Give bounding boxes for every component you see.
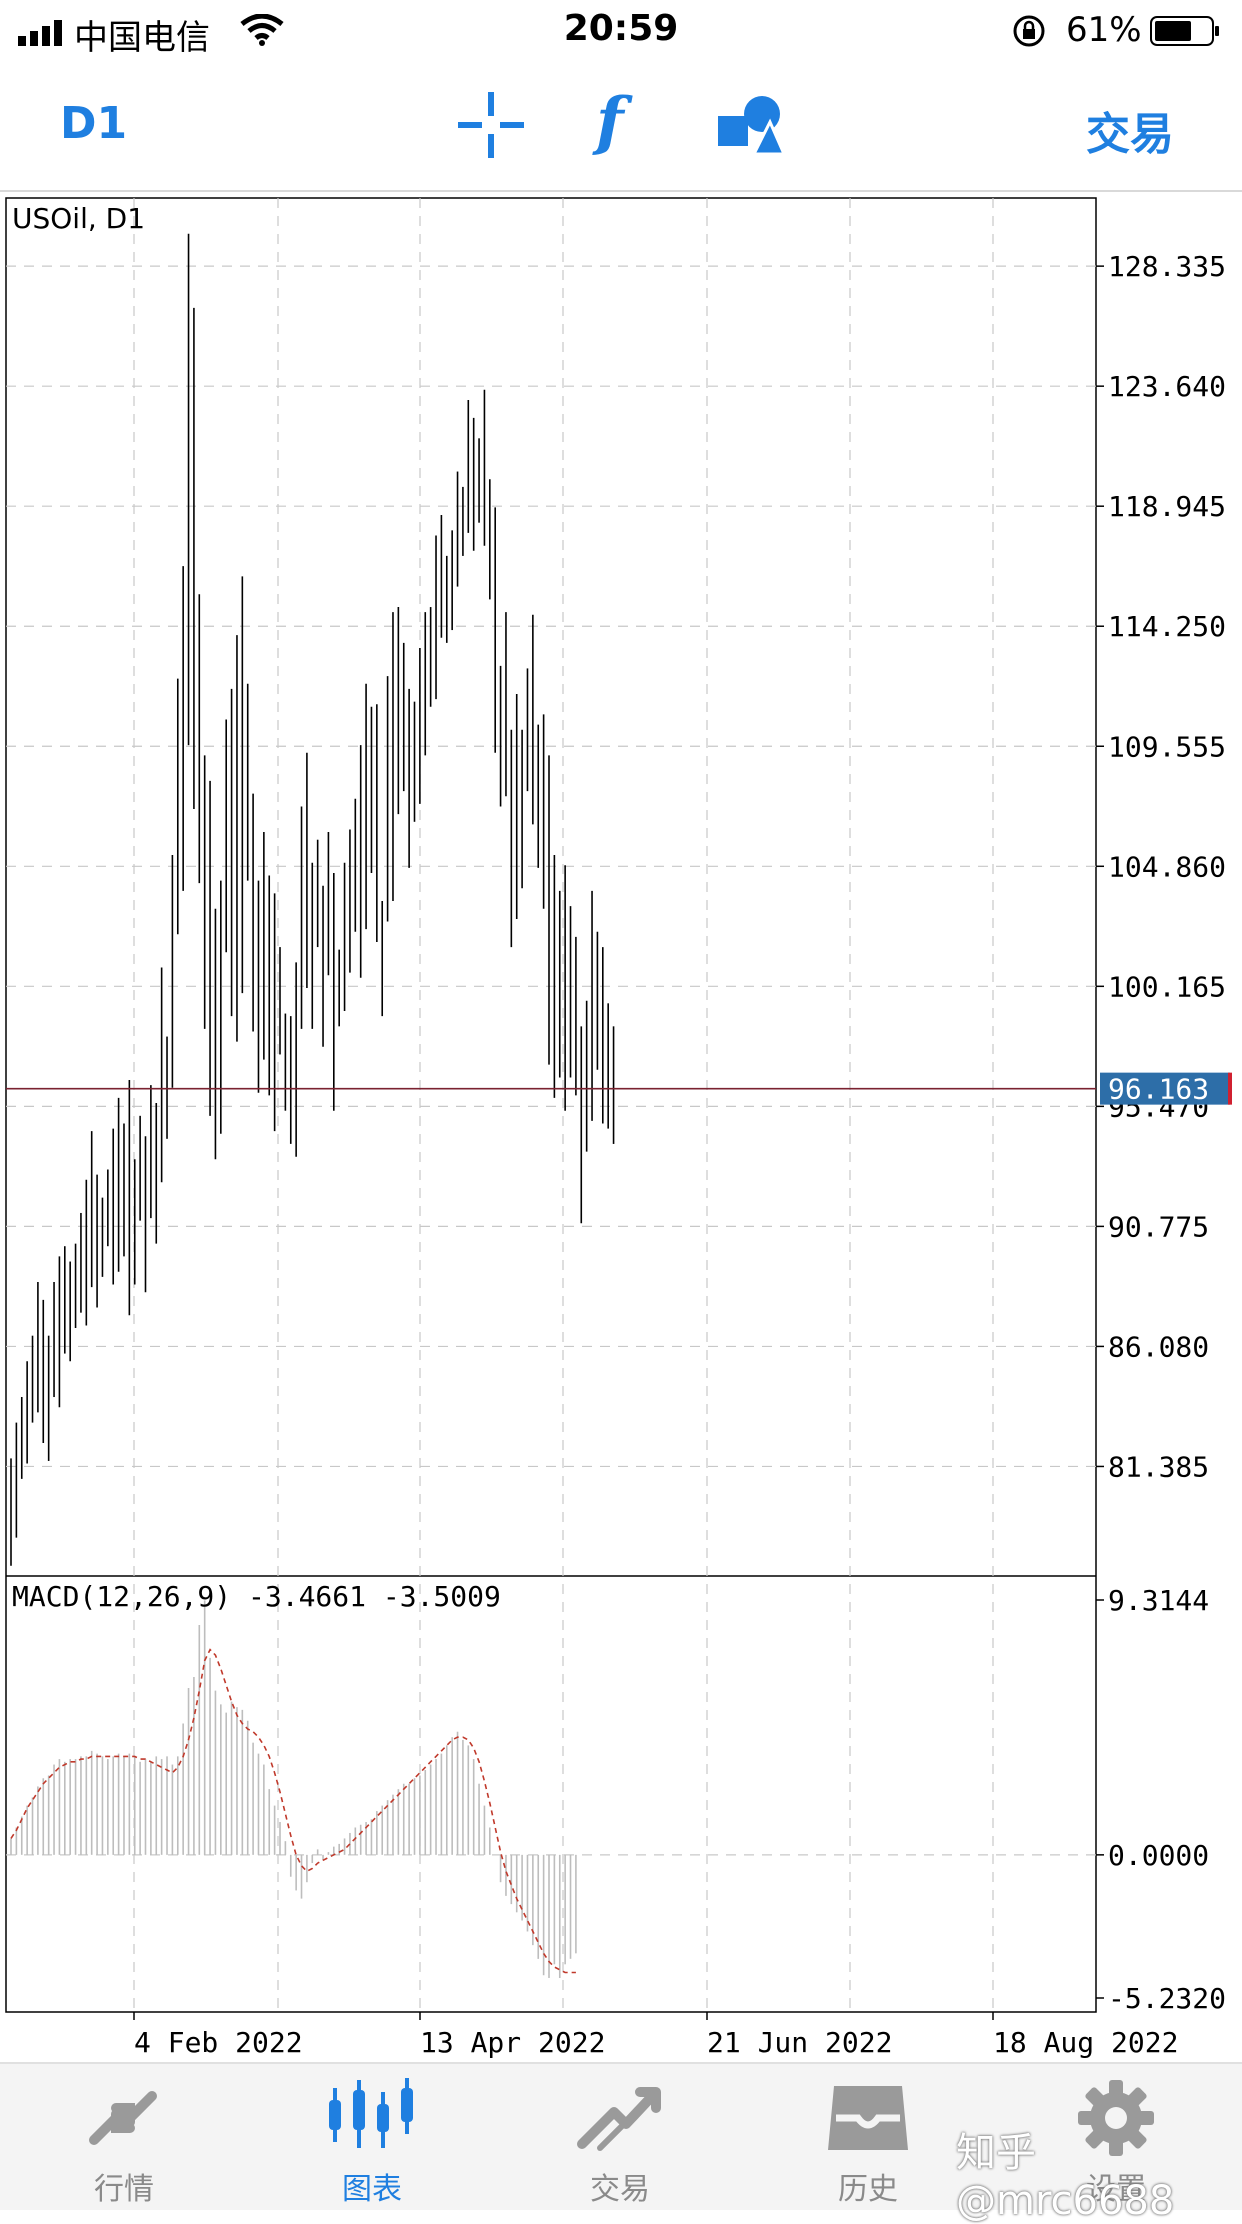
price-axis-label: 128.335 <box>1108 250 1226 283</box>
tab-label: 行情 <box>94 2172 154 2207</box>
price-axis-label: 90.775 <box>1108 1210 1209 1243</box>
price-chart[interactable]: 128.335 123.640 118.945 114.250 109.555 104.8… <box>0 196 1242 2066</box>
chart-toolbar: D1 f 交易 <box>0 64 1242 192</box>
status-time: 20:59 <box>563 8 679 49</box>
price-axis-label: 100.165 <box>1108 970 1226 1003</box>
quotes-icon <box>89 2091 157 2145</box>
chart-frame <box>5 197 1097 2013</box>
date-axis-label: 13 Apr 2022 <box>420 2026 605 2059</box>
tab-label: 设置 <box>1086 2172 1146 2207</box>
wifi-icon <box>240 14 284 46</box>
price-axis-label: 118.945 <box>1108 490 1226 523</box>
function-icon[interactable]: f <box>596 84 624 159</box>
timeframe-button[interactable]: D1 <box>60 98 128 149</box>
price-axis-label: 81.385 <box>1108 1450 1209 1483</box>
tab-trade[interactable]: 交易 <box>496 2064 744 2210</box>
date-axis-label: 4 Feb 2022 <box>134 2026 303 2059</box>
tab-label: 图表 <box>342 2172 402 2207</box>
current-price-tag-marker <box>1228 1072 1232 1105</box>
settings-icon <box>1078 2080 1154 2156</box>
price-axis-label: 109.555 <box>1108 730 1226 763</box>
trade-button[interactable]: 交易 <box>1086 109 1174 160</box>
tab-settings[interactable]: 设置 <box>992 2064 1240 2210</box>
chart-icon <box>329 2078 413 2148</box>
tab-quotes[interactable]: 行情 <box>0 2064 248 2210</box>
date-axis-label: 21 Jun 2022 <box>707 2026 892 2059</box>
tab-chart[interactable]: 图表 <box>248 2064 496 2210</box>
tab-history[interactable]: 历史 <box>744 2064 992 2210</box>
watermark: 知乎 @mrc6688 <box>956 2130 1175 2224</box>
price-axis-label: 86.080 <box>1108 1330 1209 1363</box>
history-icon <box>828 2086 908 2150</box>
current-price-tag <box>1100 1072 1230 1105</box>
price-axis-label: 104.860 <box>1108 850 1226 883</box>
status-bar: 中国电信 20:59 61% <box>0 0 1242 62</box>
carrier-name: 中国电信 <box>74 18 210 58</box>
battery-percent: 61% <box>1066 10 1142 50</box>
price-axis-label: 114.250 <box>1108 610 1226 643</box>
crosshair-icon[interactable] <box>458 92 524 162</box>
macd-signal-line <box>10 1648 576 1974</box>
macd-label: MACD(12,26,9) -3.4661 -3.5009 <box>12 1580 501 1613</box>
current-price-label: 96.163 <box>1108 1073 1209 1106</box>
objects-icon[interactable] <box>718 92 787 162</box>
battery-icon <box>1150 16 1219 46</box>
macd-axis-label: 0.0000 <box>1108 1839 1209 1872</box>
date-axis-label: 18 Aug 2022 <box>993 2026 1178 2059</box>
trade-icon <box>577 2087 661 2151</box>
chart-area[interactable]: 128.335 123.640 118.945 114.250 109.555 104.8… <box>0 196 1242 2066</box>
tab-label: 交易 <box>590 2172 650 2207</box>
tab-bar: 行情 图表 交易 历史 <box>0 2062 1242 2210</box>
tab-label: 历史 <box>838 2172 898 2207</box>
cellular-signal-icon <box>18 20 62 46</box>
macd-axis-label: 9.3144 <box>1108 1584 1209 1617</box>
rotation-lock-icon <box>1013 15 1045 47</box>
chart-symbol-label: USOil, D1 <box>12 202 146 235</box>
macd-axis-label: -5.2320 <box>1108 1982 1226 2015</box>
price-axis-label: 123.640 <box>1108 370 1226 403</box>
